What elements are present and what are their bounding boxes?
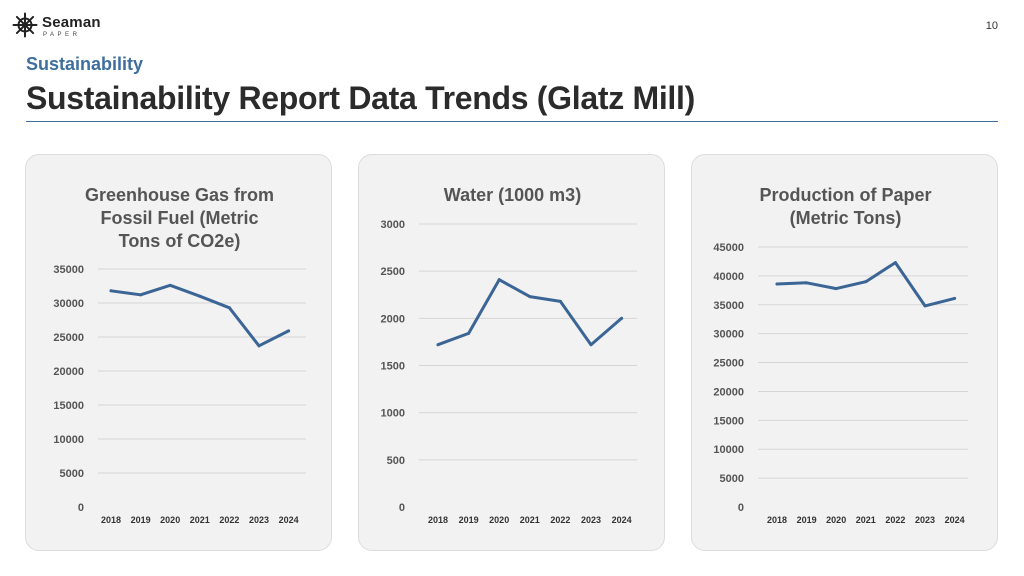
- data-point: [467, 331, 471, 335]
- chart-title-line: Tons of CO2e): [119, 231, 241, 251]
- data-point: [953, 296, 957, 300]
- y-tick-label: 0: [399, 502, 405, 514]
- x-tick-label: 2024: [279, 515, 299, 525]
- data-point: [227, 306, 231, 310]
- x-tick-label: 2019: [131, 515, 151, 525]
- x-tick-label: 2018: [767, 515, 787, 525]
- x-tick-label: 2021: [520, 515, 540, 525]
- data-point: [109, 289, 113, 293]
- y-tick-label: 5000: [60, 468, 84, 480]
- chart-title-line: Greenhouse Gas from: [85, 185, 274, 205]
- x-tick-label: 2018: [101, 515, 121, 525]
- chart-card-greenhouse-gas: Greenhouse Gas from Fossil Fuel (Metric To…: [25, 154, 332, 551]
- data-point: [528, 295, 532, 299]
- data-point: [558, 299, 562, 303]
- y-tick-label: 45000: [713, 242, 744, 254]
- x-tick-label: 2018: [428, 515, 448, 525]
- data-point: [198, 294, 202, 298]
- y-tick-label: 0: [738, 502, 744, 514]
- title-divider: [26, 121, 998, 122]
- x-tick-label: 2021: [856, 515, 876, 525]
- x-tick-label: 2022: [550, 515, 570, 525]
- chart-card-water: Water (1000 m3) 0 500 1000 1500 2000 2500 3000 2…: [358, 154, 665, 551]
- page-number: 10: [985, 20, 998, 32]
- y-tick-label: 40000: [713, 271, 744, 283]
- y-tick-label: 30000: [53, 298, 84, 310]
- data-point: [168, 283, 172, 287]
- page-title: Sustainability Report Data Trends (Glatz…: [26, 80, 695, 116]
- x-tick-label: 2023: [581, 515, 601, 525]
- y-tick-label: 20000: [53, 366, 84, 378]
- data-point: [834, 287, 838, 291]
- x-tick-label: 2020: [489, 515, 509, 525]
- y-tick-label: 3000: [381, 219, 405, 231]
- x-tick-label: 2020: [826, 515, 846, 525]
- x-tick-label: 2021: [190, 515, 210, 525]
- data-point: [893, 261, 897, 265]
- y-tick-label: 15000: [53, 400, 84, 412]
- y-tick-label: 30000: [713, 329, 744, 341]
- data-point: [923, 304, 927, 308]
- y-tick-label: 2500: [381, 266, 405, 278]
- data-point: [589, 343, 593, 347]
- x-tick-label: 2020: [160, 515, 180, 525]
- line-chart-paper-production: Production of Paper (Metric Tons) 0 5000 100…: [713, 185, 968, 525]
- series-line-paper-production: [775, 261, 957, 308]
- x-tick-label: 2024: [612, 515, 632, 525]
- x-tick-label: 2023: [249, 515, 269, 525]
- y-tick-label: 20000: [713, 386, 744, 398]
- y-tick-label: 2000: [381, 313, 405, 325]
- data-point: [864, 280, 868, 284]
- y-tick-label: 5000: [720, 473, 744, 485]
- logo-name: Seaman: [42, 14, 101, 31]
- x-tick-label: 2023: [915, 515, 935, 525]
- chart-title-line: Water (1000 m3): [444, 185, 581, 205]
- series-line-water: [436, 278, 624, 347]
- data-point: [287, 329, 291, 333]
- data-point: [257, 344, 261, 348]
- y-tick-label: 0: [78, 502, 84, 514]
- y-tick-label: 35000: [53, 264, 84, 276]
- chart-title-line: (Metric Tons): [790, 208, 902, 228]
- data-point: [497, 278, 501, 282]
- logo-subtitle: PAPER: [43, 32, 81, 38]
- chart-card-paper-production: Production of Paper (Metric Tons) 0 5000 100…: [691, 154, 998, 551]
- ship-wheel-icon: [12, 12, 38, 38]
- x-tick-label: 2022: [885, 515, 905, 525]
- line-chart-water: Water (1000 m3) 0 500 1000 1500 2000 2500 3000 2…: [381, 185, 637, 525]
- x-tick-label: 2022: [219, 515, 239, 525]
- y-tick-label: 15000: [713, 415, 744, 427]
- data-point: [436, 343, 440, 347]
- section-label: Sustainability: [26, 54, 144, 74]
- y-tick-label: 35000: [713, 300, 744, 312]
- company-logo: Seaman PAPER: [12, 10, 112, 40]
- chart-title-line: Production of Paper: [759, 185, 931, 205]
- y-tick-label: 1000: [381, 408, 405, 420]
- line-chart-greenhouse-gas: Greenhouse Gas from Fossil Fuel (Metric To…: [53, 185, 306, 525]
- x-tick-label: 2024: [945, 515, 965, 525]
- y-tick-label: 10000: [713, 444, 744, 456]
- y-tick-label: 10000: [53, 434, 84, 446]
- y-tick-label: 25000: [713, 358, 744, 370]
- y-tick-label: 500: [387, 455, 405, 467]
- data-point: [775, 282, 779, 286]
- x-tick-label: 2019: [459, 515, 479, 525]
- y-tick-label: 25000: [53, 332, 84, 344]
- y-tick-label: 1500: [381, 361, 405, 373]
- data-point: [620, 316, 624, 320]
- chart-title-line: Fossil Fuel (Metric: [100, 208, 258, 228]
- data-point: [139, 293, 143, 297]
- data-point: [805, 281, 809, 285]
- x-tick-label: 2019: [797, 515, 817, 525]
